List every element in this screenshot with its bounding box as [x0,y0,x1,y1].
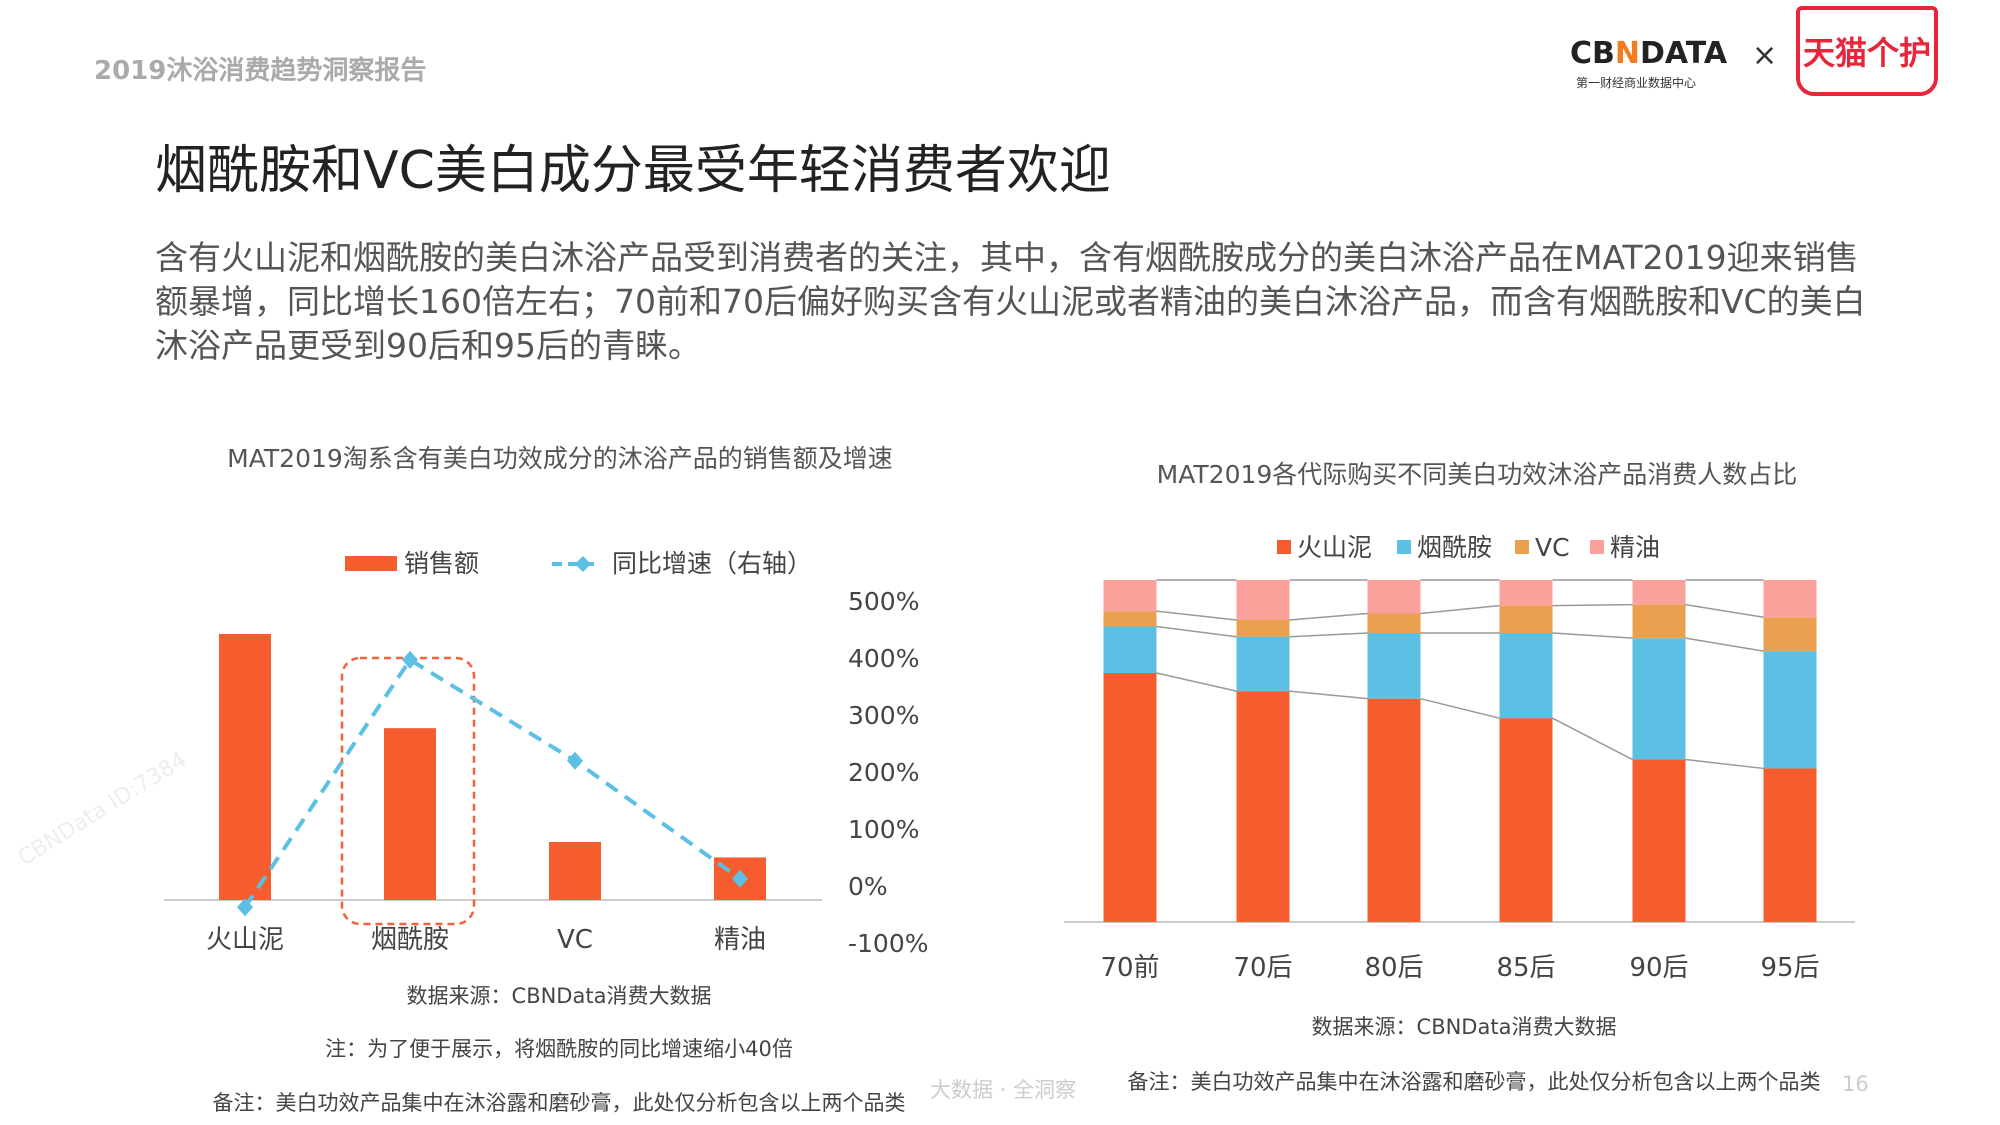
left-chart-source: 数据来源：CBNData消费大数据 [406,984,712,1008]
stack-VC-70前 [1103,611,1157,627]
cbndata-logo: CBNDATA [1570,36,1728,71]
stack-精油-95后 [1763,580,1817,618]
stack-火山泥-70后 [1236,691,1290,922]
series-line [1156,672,1237,692]
series-line [1552,717,1633,761]
stack-精油-70前 [1103,580,1157,612]
stack-火山泥-70前 [1103,673,1157,922]
page-number: 16 [1842,1072,1869,1096]
legend-swatch-VC [1515,540,1529,554]
series-line [1156,625,1237,638]
y2-tick-label: 200% [848,758,919,787]
legend-label-growth: 同比增速（右轴） [612,549,812,578]
cbndata-logo-subtitle: 第一财经商业数据中心 [1576,76,1697,90]
right-chart-title: MAT2019各代际购买不同美白功效沐浴产品消费人数占比 [1156,460,1798,489]
stack-火山泥-90后 [1632,759,1686,922]
legend-swatch-火山泥 [1277,540,1291,554]
stack-烟酰胺-70前 [1103,626,1157,674]
bar-烟酰胺 [384,728,436,900]
series-line [1289,632,1368,638]
stack-精油-80后 [1367,580,1421,614]
left-chart-title: MAT2019淘系含有美白功效成分的沐浴产品的销售额及增速 [227,444,893,473]
x-tick-label: 烟酰胺 [371,925,449,955]
stack-烟酰胺-80后 [1367,633,1421,699]
growth-marker-烟酰胺 [402,650,418,669]
tmall-logo-text: 天猫个护 [1802,34,1931,72]
x-tick-label: 90后 [1629,953,1688,983]
series-line [1420,697,1500,719]
x-tick-label: 95后 [1760,953,1819,983]
stack-VC-70后 [1236,620,1290,637]
y2-tick-label: 100% [848,815,919,844]
left-chart: 销售额 同比增速（右轴） 500% 400% 300% 200% 100% 0% -100% 火山… [164,549,929,958]
footer-slogan: 大数据 · 全洞察 [930,1078,1077,1102]
series-line [1156,610,1237,621]
x-tick-label: VC [557,925,593,955]
series-line [1685,603,1764,619]
growth-marker-火山泥 [237,898,253,917]
times-icon: × [1752,38,1778,73]
x-tick-label: 70前 [1100,953,1159,983]
legend-label-VC: VC [1535,533,1570,562]
legend-swatch-sales [345,556,397,571]
left-chart-note: 注：为了便于展示，将烟酰胺的同比增速缩小40倍 [325,1037,793,1061]
x-tick-label: 80后 [1364,953,1423,983]
series-line [1420,604,1500,615]
stack-精油-90后 [1632,580,1686,605]
legend-label-sales: 销售额 [404,549,479,578]
growth-line [243,657,742,909]
series-line [1685,637,1764,652]
tmall-logo: 天猫个护 [1796,6,1938,96]
right-chart: 火山泥 烟酰胺 VC 精油 70前 70后 80后 85后 90后 95后 [1064,533,1855,983]
x-tick-label: 85后 [1496,953,1555,983]
series-line [1289,690,1368,700]
legend-swatch-烟酰胺 [1397,540,1411,554]
right-chart-source: 数据来源：CBNData消费大数据 [1311,1015,1617,1039]
x-tick-label: 精油 [714,925,766,955]
y2-tick-label: -100% [848,929,929,958]
stack-精油-70后 [1236,580,1290,621]
legend-label-火山泥: 火山泥 [1297,533,1372,562]
stack-火山泥-95后 [1763,768,1817,922]
page-title: 烟酰胺和VC美白成分最受年轻消费者欢迎 [155,141,1111,201]
stack-火山泥-80后 [1367,698,1421,922]
stack-VC-90后 [1632,604,1686,639]
y2-tick-label: 500% [848,587,919,616]
y2-tick-label: 0% [848,872,888,901]
stack-VC-95后 [1763,617,1817,652]
series-line [1552,603,1633,607]
series-line [1552,632,1633,639]
stack-精油-85后 [1499,580,1553,606]
left-chart-remark: 备注：美白功效产品集中在沐浴露和磨砂膏，此处仅分析包含以上两个品类 [212,1091,906,1115]
legend-label-精油: 精油 [1610,533,1660,562]
legend-marker-growth [575,556,591,572]
stack-烟酰胺-90后 [1632,638,1686,760]
x-tick-label: 70后 [1233,953,1292,983]
stack-烟酰胺-85后 [1499,633,1553,719]
growth-marker-VC [567,751,583,770]
stack-烟酰胺-70后 [1236,636,1290,692]
growth-marker-精油 [732,869,748,888]
legend-label-烟酰胺: 烟酰胺 [1417,533,1492,562]
stack-VC-85后 [1499,605,1553,634]
summary-paragraph: 含有火山泥和烟酰胺的美白沐浴产品受到消费者的关注，其中，含有烟酰胺成分的美白沐浴… [155,238,1866,365]
series-line [1685,758,1764,770]
series-line [1289,612,1368,621]
right-chart-remark: 备注：美白功效产品集中在沐浴露和磨砂膏，此处仅分析包含以上两个品类 [1127,1070,1821,1094]
y2-tick-label: 400% [848,644,919,673]
bar-VC [549,842,601,900]
stack-烟酰胺-95后 [1763,651,1817,769]
legend-swatch-精油 [1590,540,1604,554]
y2-tick-label: 300% [848,701,919,730]
stack-火山泥-85后 [1499,718,1553,922]
report-name: 2019沐浴消费趋势洞察报告 [94,56,427,86]
bar-火山泥 [219,634,271,900]
x-tick-label: 火山泥 [206,925,284,955]
stack-VC-80后 [1367,613,1421,634]
